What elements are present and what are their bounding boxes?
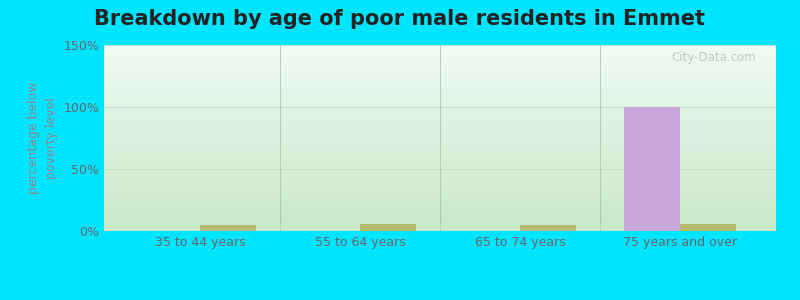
Bar: [360, 224, 416, 231]
Y-axis label: percentage below
poverty level: percentage below poverty level: [26, 82, 58, 194]
Bar: [520, 225, 576, 231]
Bar: [680, 224, 736, 231]
Text: City-Data.com: City-Data.com: [671, 51, 756, 64]
Bar: [624, 107, 680, 231]
Text: Breakdown by age of poor male residents in Emmet: Breakdown by age of poor male residents …: [94, 9, 706, 29]
Bar: [200, 225, 256, 231]
